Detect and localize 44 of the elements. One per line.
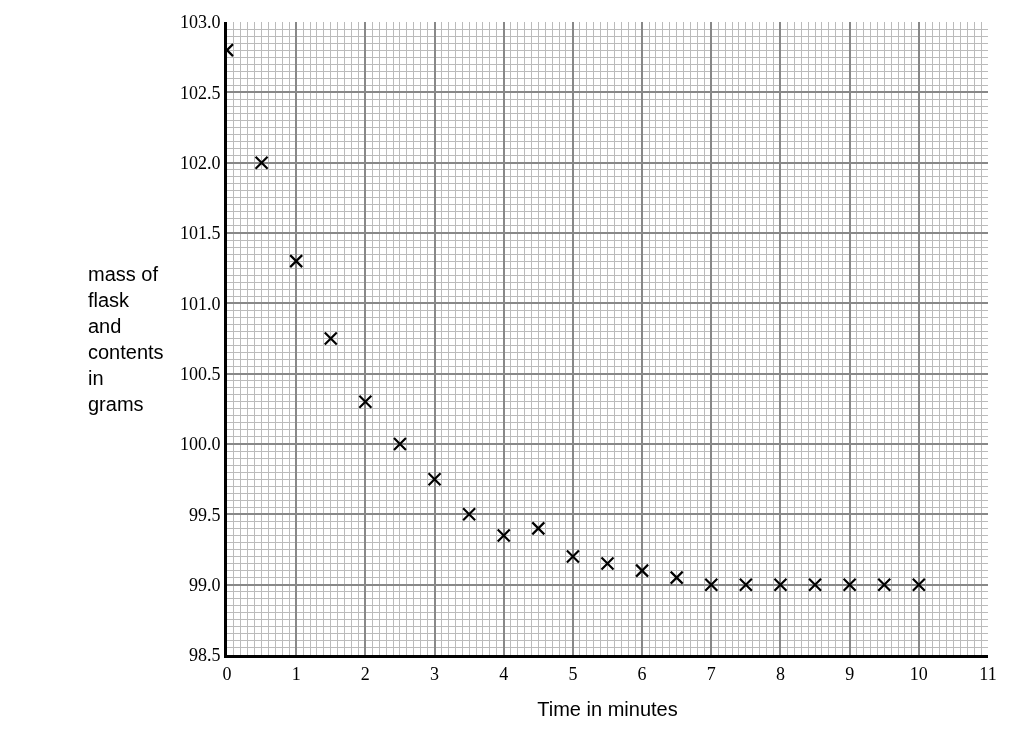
y-tick-label: 102.0	[179, 152, 221, 173]
point	[877, 577, 892, 592]
point	[254, 155, 269, 170]
point	[289, 254, 304, 269]
point	[565, 549, 581, 564]
point	[531, 521, 546, 536]
y-tick-label: 99.5	[188, 504, 221, 525]
x-tick-label: 10	[909, 663, 928, 684]
point	[392, 436, 408, 452]
point	[842, 577, 857, 592]
point	[427, 472, 442, 487]
point	[634, 563, 650, 578]
x-tick-label: 4	[499, 663, 509, 684]
point	[358, 394, 373, 409]
y-tick-label: 100.5	[179, 363, 221, 384]
point	[496, 528, 511, 543]
point	[773, 577, 788, 592]
x-tick-label: 8	[775, 663, 785, 684]
x-tick-label: 11	[979, 663, 997, 684]
point	[911, 577, 926, 592]
y-tick-label: 100.0	[179, 434, 221, 455]
point	[738, 577, 753, 592]
point	[462, 507, 477, 522]
y-tick-label: 99.0	[188, 574, 221, 595]
y-axis-title: mass of flask and contents in grams	[88, 263, 164, 415]
point	[807, 577, 823, 592]
y-tick-label: 98.5	[188, 645, 221, 666]
y-tick-label: 101.5	[179, 223, 221, 244]
point	[669, 570, 684, 585]
y-tick-label: 102.5	[179, 82, 221, 103]
x-tick-label: 9	[845, 663, 855, 684]
y-tick-label: 101.0	[179, 293, 221, 314]
x-tick-label: 2	[360, 663, 370, 684]
x-tick-label: 0	[222, 663, 232, 684]
x-tick-label: 3	[430, 663, 440, 684]
x-tick-label: 5	[568, 663, 578, 684]
x-tick-label: 1	[291, 663, 301, 684]
x-tick-label: 6	[637, 663, 647, 684]
x-tick-label: 7	[706, 663, 716, 684]
y-tick-label: 103.0	[179, 12, 221, 33]
point	[704, 577, 719, 592]
point	[323, 331, 338, 346]
point	[600, 556, 615, 571]
x-axis-title: Time in minutes	[537, 698, 678, 721]
